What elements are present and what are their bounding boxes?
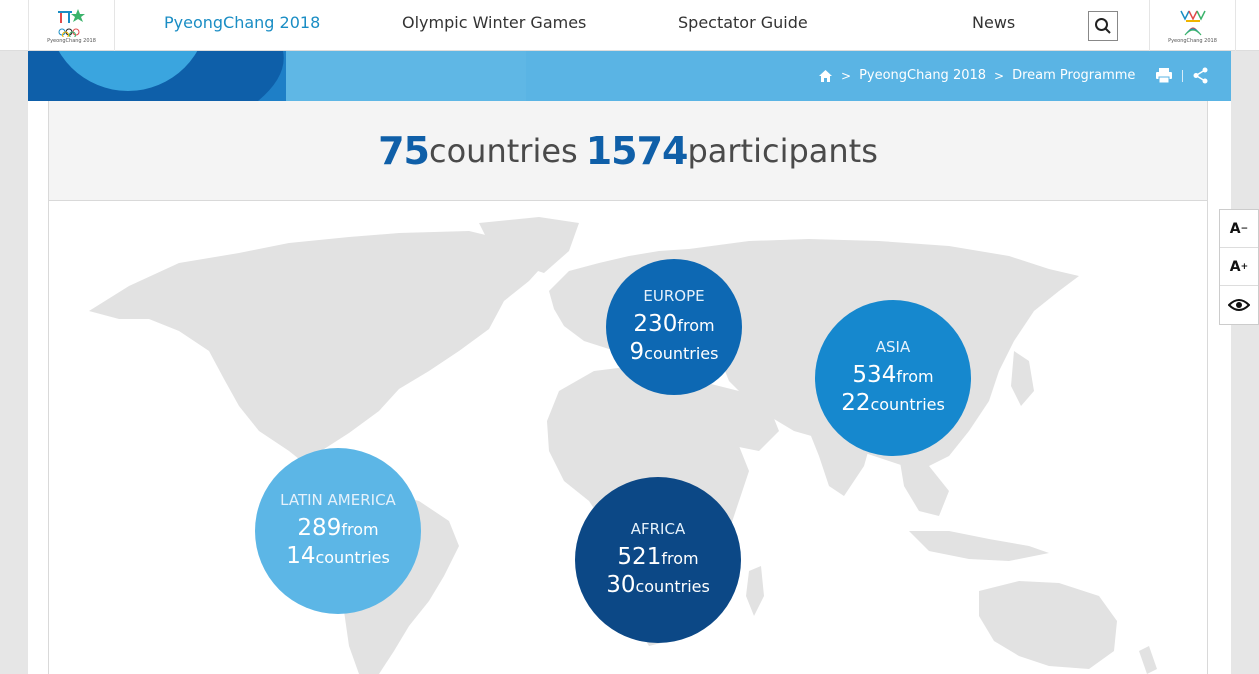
search-icon	[1095, 18, 1111, 34]
olympic-emblem-icon	[57, 9, 85, 37]
map-north-america	[89, 231, 549, 463]
paralympic-logo[interactable]: PyeongChang 2018	[1149, 0, 1236, 51]
breadcrumb-separator: >	[994, 68, 1005, 83]
participants-value: 521	[617, 544, 662, 570]
map-madagascar	[746, 566, 764, 616]
increase-font-button[interactable]: A +	[1220, 248, 1258, 286]
region-name: EUROPE	[643, 287, 705, 305]
region-latin-america[interactable]: LATIN AMERICA 289from 14countries	[255, 448, 421, 614]
participants-label: participants	[687, 131, 878, 170]
font-size-label: A	[1229, 220, 1241, 237]
countries-label: countries	[635, 577, 710, 596]
region-participants: 230from	[633, 311, 714, 339]
region-participants: 289from	[297, 515, 378, 543]
region-countries: 14countries	[286, 543, 390, 571]
tool-divider	[1182, 69, 1183, 82]
from-label: from	[677, 316, 715, 335]
decrease-font-button[interactable]: A −	[1220, 210, 1258, 248]
region-name: AFRICA	[630, 520, 686, 538]
participants-count: 1574	[585, 128, 689, 173]
share-icon[interactable]	[1192, 67, 1209, 84]
from-label: from	[896, 367, 934, 386]
page-tools	[1155, 67, 1209, 84]
region-participants: 521from	[617, 544, 698, 572]
region-countries: 22countries	[841, 390, 945, 418]
map-australia	[979, 581, 1117, 669]
breadcrumb-dream-programme[interactable]: Dream Programme	[1012, 68, 1136, 83]
paralympic-emblem-icon	[1179, 10, 1206, 36]
countries-label: countries	[315, 548, 390, 567]
banner-artwork	[28, 51, 528, 101]
region-africa[interactable]: AFRICA 521from 30countries	[575, 477, 741, 643]
page-gutter	[1231, 101, 1259, 674]
participants-value: 289	[297, 515, 342, 541]
page-gutter	[0, 51, 28, 101]
world-map-panel: EUROPE 230from 9countries ASIA 534from 2…	[48, 201, 1208, 674]
map-new-zealand	[1139, 646, 1157, 674]
map-southeast-asia	[899, 456, 949, 516]
region-countries: 30countries	[606, 572, 710, 600]
countries-value: 30	[606, 572, 636, 598]
summary-stats: 75 countries 1574 participants	[48, 101, 1208, 201]
region-asia[interactable]: ASIA 534from 22countries	[815, 300, 971, 456]
font-size-label: A	[1229, 258, 1241, 275]
countries-value: 14	[286, 543, 316, 569]
increase-sign: +	[1240, 261, 1249, 272]
region-name: LATIN AMERICA	[280, 491, 396, 509]
site-header: PyeongChang 2018 PyeongChang 2018 Olympi…	[0, 0, 1259, 51]
breadcrumb-separator: >	[841, 68, 852, 83]
high-contrast-button[interactable]	[1220, 286, 1258, 324]
logo-caption: PyeongChang 2018	[1168, 38, 1217, 44]
olympic-logo[interactable]: PyeongChang 2018	[28, 0, 115, 51]
countries-label: countries	[870, 395, 945, 414]
countries-count: 75	[378, 128, 430, 173]
nav-pyeongchang-2018[interactable]: PyeongChang 2018	[164, 13, 321, 32]
countries-value: 9	[629, 339, 645, 365]
map-uk	[571, 273, 594, 305]
participants-value: 230	[633, 311, 678, 337]
map-greenland	[479, 217, 579, 273]
home-icon[interactable]	[818, 69, 833, 83]
breadcrumb-banner: > PyeongChang 2018 > Dream Programme	[0, 51, 1259, 101]
breadcrumb: > PyeongChang 2018 > Dream Programme	[818, 68, 1135, 83]
map-japan	[1011, 351, 1034, 406]
from-label: from	[661, 549, 699, 568]
countries-label: countries	[644, 344, 719, 363]
breadcrumb-pyeongchang-2018[interactable]: PyeongChang 2018	[859, 68, 987, 83]
region-participants: 534from	[852, 362, 933, 390]
eye-icon	[1228, 299, 1250, 311]
logo-caption: PyeongChang 2018	[47, 38, 96, 44]
nav-olympic-winter-games[interactable]: Olympic Winter Games	[402, 13, 587, 32]
map-middle-east	[699, 381, 779, 451]
page-gutter	[0, 101, 28, 674]
search-button[interactable]	[1088, 11, 1118, 41]
participants-value: 534	[852, 362, 897, 388]
countries-value: 22	[841, 390, 871, 416]
decrease-sign: −	[1240, 223, 1249, 234]
nav-news[interactable]: News	[972, 13, 1016, 32]
from-label: from	[341, 520, 379, 539]
map-indonesia	[909, 531, 1049, 561]
region-name: ASIA	[875, 338, 911, 356]
region-europe[interactable]: EUROPE 230from 9countries	[606, 259, 742, 395]
region-countries: 9countries	[630, 339, 719, 367]
accessibility-toolbar: A − A +	[1219, 209, 1259, 325]
nav-spectator-guide[interactable]: Spectator Guide	[678, 13, 808, 32]
page-gutter	[1231, 51, 1259, 101]
countries-label: countries	[429, 131, 578, 170]
print-icon[interactable]	[1155, 67, 1173, 84]
